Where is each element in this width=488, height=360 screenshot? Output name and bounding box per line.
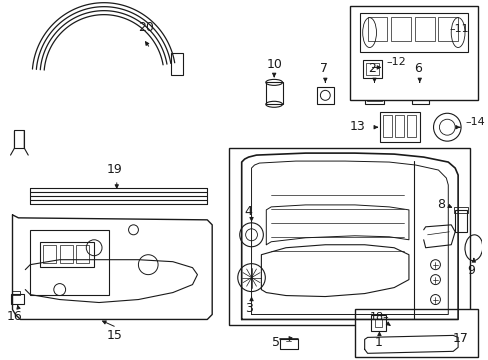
Bar — [266, 82, 283, 104]
Bar — [11, 293, 24, 303]
Bar — [40, 242, 94, 267]
Text: 2: 2 — [368, 62, 376, 76]
Bar — [354, 310, 477, 357]
Bar — [390, 17, 410, 41]
Bar — [367, 17, 386, 41]
Bar — [364, 87, 384, 104]
Bar — [170, 54, 183, 75]
Bar — [370, 315, 386, 332]
Bar — [280, 339, 297, 349]
Bar — [228, 148, 469, 325]
Bar — [414, 17, 434, 41]
Bar — [43, 245, 56, 263]
Text: –14: –14 — [464, 117, 484, 127]
Bar — [365, 63, 379, 75]
Text: 20: 20 — [138, 21, 154, 33]
Bar — [13, 291, 20, 294]
Text: 19: 19 — [107, 163, 122, 176]
Text: 13: 13 — [349, 120, 365, 133]
Bar — [374, 319, 382, 328]
Bar — [411, 87, 428, 104]
Bar — [359, 13, 467, 53]
Text: 7: 7 — [320, 62, 328, 76]
Bar — [366, 90, 382, 101]
Bar — [76, 245, 89, 263]
Text: 9: 9 — [466, 264, 474, 277]
Text: 1: 1 — [374, 336, 382, 350]
Text: 18–: 18– — [369, 312, 388, 323]
Bar — [394, 115, 403, 137]
Bar — [15, 130, 24, 148]
Bar — [380, 112, 419, 142]
Text: 6: 6 — [413, 62, 421, 76]
Bar — [317, 87, 333, 104]
Bar — [349, 6, 477, 100]
Text: 8: 8 — [437, 198, 445, 211]
Text: 4: 4 — [244, 205, 252, 218]
Text: –12: –12 — [386, 58, 405, 67]
Text: –11: –11 — [448, 24, 468, 33]
Bar — [30, 230, 109, 294]
Bar — [60, 245, 72, 263]
Text: 17: 17 — [451, 332, 467, 345]
Bar — [453, 207, 467, 213]
Bar — [406, 115, 415, 137]
Text: 10: 10 — [266, 58, 282, 72]
Bar — [454, 210, 466, 232]
Text: 3: 3 — [244, 302, 252, 315]
Bar — [383, 115, 391, 137]
Bar — [362, 60, 382, 78]
Text: 5: 5 — [272, 336, 280, 350]
Text: 15: 15 — [107, 329, 122, 342]
Bar — [438, 17, 457, 41]
Text: 16: 16 — [6, 310, 22, 324]
